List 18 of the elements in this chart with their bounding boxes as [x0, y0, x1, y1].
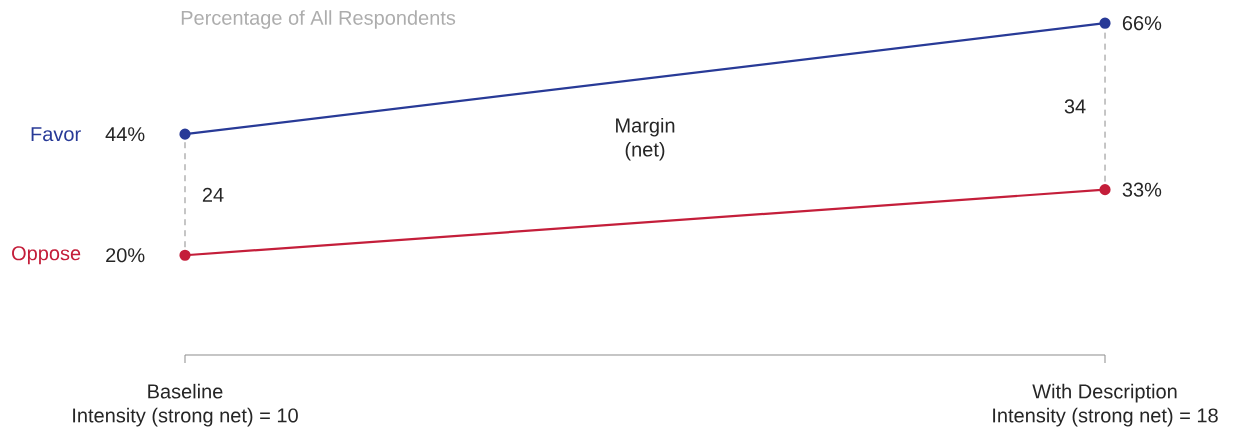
text: Intensity (strong net) = 10: [73, 407, 298, 427]
data-label: 66%: [1122, 16, 1162, 31]
x-tick-label: With Description: [1032, 383, 1177, 403]
data-label: 20%: [106, 248, 145, 263]
text: Intensity (strong net) = 18: [993, 407, 1218, 427]
text: Favor: [31, 127, 81, 142]
data-label: 44%: [105, 127, 145, 142]
annotation: 24: [202, 187, 224, 202]
point: [1099, 184, 1111, 196]
annotation: Margin (net): [616, 117, 675, 161]
data-label: 33%: [1122, 182, 1162, 197]
chart-title: Percentage of All Respondents: [181, 10, 456, 29]
point: [179, 128, 191, 140]
point: [179, 249, 191, 261]
point: [1099, 17, 1111, 29]
annotation: 34: [1064, 99, 1086, 114]
x-tick-label: Baseline: [148, 383, 223, 399]
text: Oppose: [12, 246, 81, 265]
